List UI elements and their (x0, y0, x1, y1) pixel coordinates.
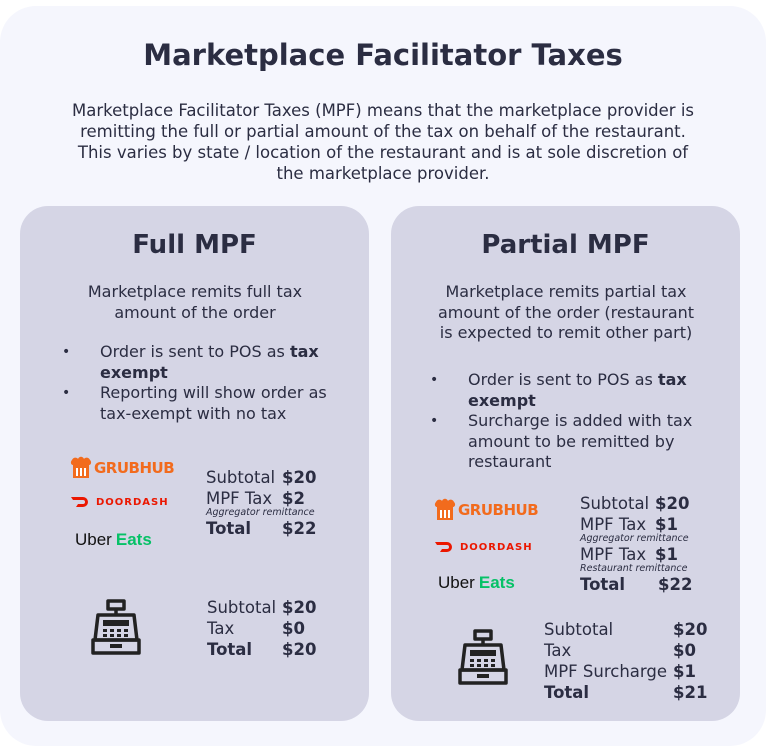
doordash-icon (435, 542, 452, 552)
full-bullet-1: Order is sent to POS as tax exempt (62, 342, 352, 383)
receipt-row: Total $22 (206, 519, 317, 538)
ubereats-logo: Uber Eats (75, 530, 152, 549)
full-marketplace-receipt: Subtotal $20 MPF Tax $2 Aggregator remitta… (206, 468, 356, 540)
partial-mpf-bullets: Order is sent to POS as tax exempt Surch… (430, 370, 730, 473)
receipt-row: MPF Tax $1 (580, 545, 678, 564)
partial-mpf-subtitle: Marketplace remits partial tax amount of… (437, 282, 695, 342)
receipt-row: Subtotal $20 (206, 468, 317, 487)
receipt-row: Total $22 (580, 575, 693, 594)
partial-bullet-2: Surcharge is added with tax amount to be… (430, 411, 730, 473)
receipt-row: Tax $0 (544, 641, 696, 660)
cash-register-icon (458, 629, 508, 685)
main-panel: Marketplace Facilitator Taxes Marketplac… (0, 6, 766, 746)
receipt-row: Tax $0 (207, 619, 305, 638)
receipt-row: MPF Tax $1 (580, 515, 678, 534)
doordash-icon (71, 497, 88, 507)
receipt-note: Aggregator remittance (206, 507, 315, 518)
partial-marketplace-receipt: Subtotal $20 MPF Tax $1 Aggregator remitta… (580, 494, 730, 596)
receipt-note: Aggregator remittance (580, 533, 689, 544)
receipt-row: Total $20 (207, 640, 317, 659)
receipt-row: Subtotal $20 (580, 494, 690, 513)
grubhub-chef-icon (434, 498, 456, 520)
ubereats-logo: Uber Eats (438, 573, 515, 592)
receipt-row: Subtotal $20 (207, 598, 317, 617)
grubhub-logo: GRUBHUB (434, 498, 539, 522)
receipt-row: MPF Tax $2 (206, 489, 305, 508)
receipt-row: Total $21 (544, 683, 708, 702)
grubhub-chef-icon (70, 456, 92, 478)
full-bullet-2: Reporting will show order as tax-exempt … (62, 383, 352, 424)
doordash-logo: DOORDASH (70, 496, 169, 508)
receipt-row: Subtotal $20 (544, 620, 708, 639)
full-pos-receipt: Subtotal $20 Tax $0 Total $20 (207, 598, 357, 661)
full-mpf-title: Full MPF (132, 230, 257, 260)
doordash-logo: DOORDASH (434, 541, 533, 553)
full-mpf-bullets: Order is sent to POS as tax exempt Repor… (62, 342, 352, 424)
intro-text: Marketplace Facilitator Taxes (MPF) mean… (71, 101, 695, 183)
grubhub-logo: GRUBHUB (70, 456, 175, 480)
full-mpf-card: Full MPF Marketplace remits full tax amo… (20, 206, 369, 721)
partial-pos-receipt: Subtotal $20 Tax $0 MPF Surcharge $1 Total $… (544, 620, 719, 704)
partial-mpf-title: Partial MPF (481, 230, 650, 260)
receipt-note: Restaurant remittance (580, 563, 688, 574)
cash-register-icon (91, 599, 141, 655)
full-mpf-subtitle: Marketplace remits full tax amount of th… (87, 282, 303, 322)
partial-mpf-card: Partial MPF Marketplace remits partial t… (391, 206, 740, 721)
page-title: Marketplace Facilitator Taxes (143, 38, 623, 72)
partial-bullet-1: Order is sent to POS as tax exempt (430, 370, 730, 411)
receipt-row: MPF Surcharge $1 (544, 662, 696, 681)
